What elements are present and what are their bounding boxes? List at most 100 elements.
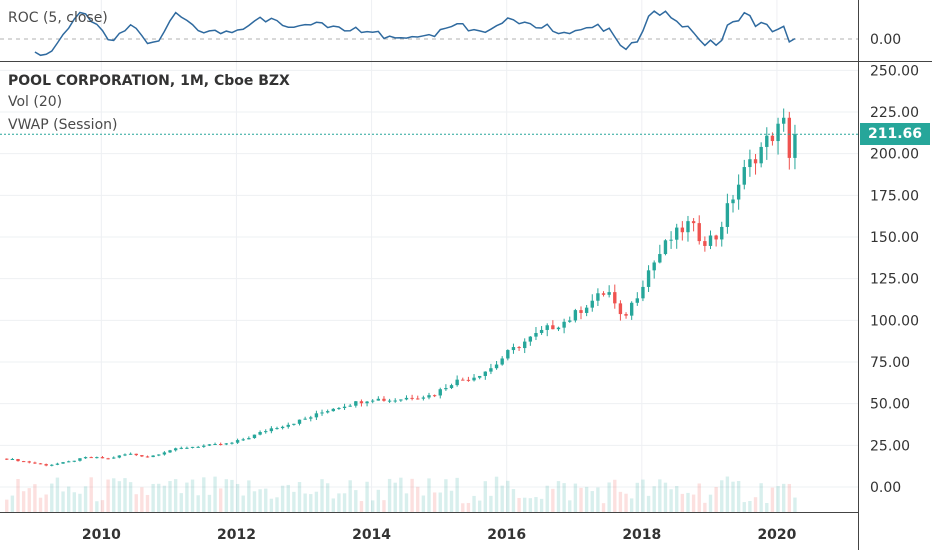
candle-body [275, 428, 279, 430]
volume-bar [297, 482, 302, 512]
volume-bar [416, 486, 420, 512]
candle-body [337, 408, 341, 410]
volume-bar [145, 494, 150, 512]
roc-label: ROC (5, close) [8, 10, 108, 26]
volume-bar [494, 476, 499, 512]
candle-body [686, 221, 690, 233]
volume-bar [697, 483, 701, 512]
volume-bar [568, 500, 572, 512]
candle-body [202, 445, 206, 447]
vwap-label: VWAP (Session) [8, 117, 118, 133]
volume-bar [247, 480, 251, 512]
x-tick-label: 2012 [217, 527, 256, 543]
volume-bar [556, 481, 561, 512]
candle-body [309, 417, 313, 419]
candle-body [517, 347, 521, 349]
candle-body [477, 375, 482, 378]
candle-body [410, 397, 414, 399]
candle-body [568, 320, 572, 322]
volume-bar [714, 487, 718, 512]
volume-bar [489, 495, 493, 512]
volume-bar [748, 501, 752, 512]
candle-body [500, 358, 504, 365]
candle-body [669, 239, 673, 241]
volume-bar [483, 481, 487, 512]
volume-bar [83, 486, 88, 512]
candle-body [680, 227, 685, 233]
volume-bar [607, 482, 611, 512]
candle-body [753, 159, 758, 164]
volume-bar [61, 491, 65, 512]
candle-body [190, 446, 195, 448]
volume-bar [584, 486, 589, 512]
volume-bar [337, 493, 341, 512]
candle-body [123, 454, 127, 456]
volume-bar [89, 477, 93, 512]
volume-bar [359, 501, 364, 512]
volume-bar [117, 481, 122, 512]
candle-body [83, 457, 88, 459]
volume-bar [162, 485, 167, 512]
volume-bar [55, 477, 60, 512]
candle-body [264, 431, 268, 433]
volume-bar [675, 485, 679, 512]
volume-bar [613, 479, 617, 512]
volume-bar [10, 495, 15, 512]
candle-body [72, 460, 77, 462]
candle-body [66, 461, 71, 463]
volume-bar [275, 497, 279, 512]
volume-bar [16, 479, 20, 512]
x-tick-label: 2014 [352, 527, 391, 543]
candle-body [539, 329, 544, 334]
y-tick-label: 100.00 [870, 313, 919, 329]
volume-bar [691, 494, 696, 512]
candle-body [376, 398, 381, 401]
candle-body [483, 371, 487, 376]
volume-bar [663, 482, 668, 512]
y-tick-label: 125.00 [870, 272, 919, 288]
x-tick-label: 2016 [487, 527, 526, 543]
candle-body [421, 397, 426, 399]
volume-bar [325, 483, 330, 512]
candle-body [258, 432, 262, 435]
candlesticks [5, 108, 797, 467]
volume-bar [455, 477, 459, 512]
volume-bar [658, 479, 662, 512]
volume-bar [21, 491, 26, 512]
candle-body [607, 292, 611, 295]
candle-body [168, 450, 172, 453]
volume-bar [421, 495, 426, 512]
candle-body [629, 302, 634, 316]
candle-body [765, 135, 769, 147]
volume-bar [765, 503, 769, 512]
candle-body [545, 325, 549, 330]
volume-bar [280, 485, 285, 512]
volume-bar [725, 476, 730, 512]
candle-body [511, 347, 516, 351]
volume-bar [123, 478, 127, 512]
volume-bar [511, 489, 516, 512]
candle-body [658, 254, 662, 263]
candle-body [230, 442, 234, 444]
volume-bar [258, 489, 262, 512]
candle-body [173, 448, 178, 451]
volume-bar [472, 495, 476, 512]
candle-body [489, 368, 493, 372]
volume-bar [680, 493, 685, 512]
volume-bar [78, 493, 82, 512]
volume-bar [50, 483, 54, 512]
candle-body [494, 364, 499, 369]
candle-body [382, 398, 386, 401]
volume-bar [731, 481, 735, 512]
volume-bar [551, 488, 555, 512]
volume-bar [477, 500, 482, 512]
candle-body [55, 463, 60, 465]
volume-bar [500, 485, 504, 512]
candle-body [703, 241, 707, 246]
candle-body [691, 221, 696, 224]
candle-body [646, 270, 651, 287]
candle-body [185, 447, 189, 449]
candle-body [5, 458, 9, 460]
volume-bar [207, 494, 212, 512]
